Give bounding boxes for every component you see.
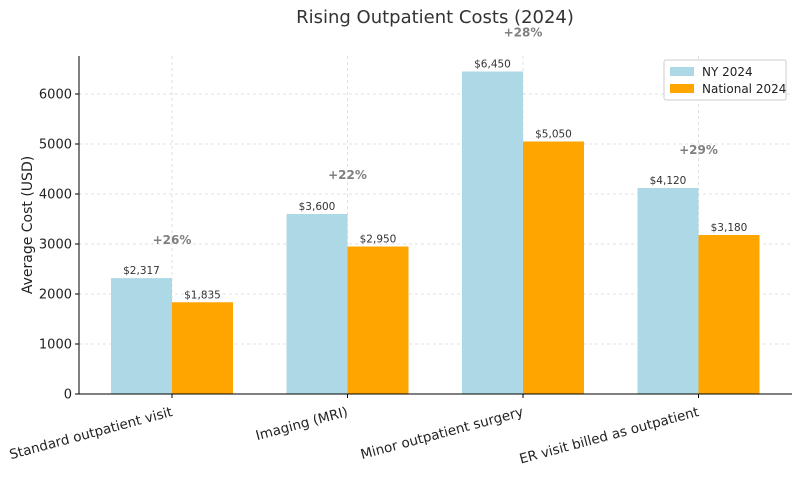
bar-national: [172, 302, 233, 394]
bar-value-label: $1,835: [184, 289, 221, 301]
bar-value-label: $3,180: [711, 222, 748, 234]
bar-national: [698, 235, 760, 394]
x-tick-label: Standard outpatient visit: [8, 404, 174, 463]
bar-value-label: $3,600: [299, 201, 336, 213]
bar-ny: [637, 188, 699, 394]
chart-title: Rising Outpatient Costs (2024): [296, 7, 574, 28]
bar-national: [523, 141, 584, 394]
bar-value-label: $2,950: [360, 234, 397, 246]
pct-annotation: +26%: [153, 233, 192, 247]
y-tick-label: 4000: [39, 188, 72, 203]
labels: 0 1000 2000 3000 4000 5000 6000 $2,317 $3,600 $6,…: [8, 26, 748, 468]
legend-box: [663, 59, 787, 101]
bar-ny: [111, 278, 172, 394]
y-tick-label: 3000: [39, 238, 72, 253]
bar-value-label: $2,317: [123, 265, 160, 277]
y-tick-label: 1000: [39, 338, 72, 353]
bar-value-label: $6,450: [474, 59, 511, 71]
bar-ny: [286, 214, 348, 394]
legend: NY 2024 National 2024: [663, 59, 787, 101]
legend-label-ny: NY 2024: [702, 65, 753, 79]
axes: [75, 56, 792, 398]
pct-annotation: +22%: [328, 168, 367, 182]
y-axis-label: Average Cost (USD): [20, 156, 36, 294]
y-tick-label: 0: [64, 388, 72, 403]
bars: [111, 71, 760, 394]
legend-swatch-national: [670, 84, 694, 93]
x-tick-label: Minor outpatient surgery: [359, 404, 525, 463]
pct-annotation: +29%: [679, 143, 718, 157]
bar-national: [347, 246, 409, 394]
bar-value-label: $5,050: [535, 129, 572, 141]
y-tick-label: 5000: [39, 138, 72, 153]
y-tick-label: 6000: [39, 88, 72, 103]
legend-swatch-ny: [670, 67, 694, 76]
bar-ny: [462, 71, 523, 394]
y-tick-label: 2000: [39, 288, 72, 303]
pct-annotation: +28%: [504, 26, 543, 40]
bar-value-label: $4,120: [650, 175, 687, 187]
x-tick-label: ER visit billed as outpatient: [518, 404, 701, 467]
legend-label-national: National 2024: [702, 82, 786, 96]
x-tick-label: Imaging (MRI): [254, 404, 350, 444]
